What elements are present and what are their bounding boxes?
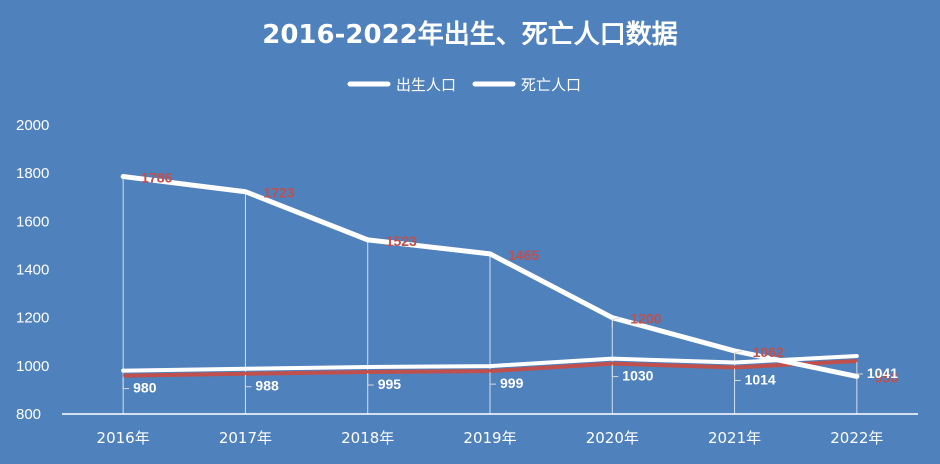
- y-tick-label: 1400: [16, 262, 49, 279]
- data-label-deaths: 1030: [622, 368, 653, 384]
- leader-line: [367, 373, 374, 386]
- y-tick-label: 1200: [16, 310, 49, 327]
- chart-title: 2016-2022年出生、死亡人口数据: [262, 20, 678, 50]
- data-label-births: 1786: [141, 170, 172, 186]
- leader-line: [734, 350, 743, 361]
- series-line-births: [120, 174, 860, 379]
- data-label-births: 1523: [386, 233, 417, 249]
- x-tick-label: 2021年: [708, 429, 761, 447]
- data-label-deaths: 1014: [745, 371, 776, 387]
- data-label-deaths: 980: [133, 380, 157, 396]
- data-label-deaths: 995: [378, 376, 402, 392]
- x-tick-labels: 2016年 2017年 2018年 2019年 2020年 2021年 2022年: [97, 429, 884, 447]
- x-tick-label: 2022年: [830, 429, 883, 447]
- leader-line: [244, 374, 252, 388]
- data-label-births: 1723: [263, 185, 294, 201]
- series-lines: [120, 174, 860, 379]
- data-label-deaths: 999: [500, 375, 524, 391]
- y-tick-label: 1800: [16, 165, 49, 182]
- leader-line: [611, 317, 621, 328]
- y-tick-labels: 800 1000 1200 1400 1600 1800 2000: [16, 117, 49, 423]
- leader-line: [734, 368, 741, 381]
- series-line-deaths: [121, 353, 859, 373]
- x-tick-label: 2020年: [586, 429, 639, 447]
- leader-line: [489, 372, 496, 385]
- data-label-births: 1200: [630, 311, 661, 327]
- x-tick-label: 2016年: [97, 429, 150, 447]
- y-tick-label: 1000: [16, 358, 49, 375]
- data-label-births: 1062: [753, 344, 784, 360]
- data-label-deaths: 1041: [867, 365, 898, 381]
- legend-label-births: 出生人口: [396, 76, 456, 94]
- x-tick-label: 2017年: [219, 429, 272, 447]
- data-labels: 1786 1723 1523 1465 1200 1062 956 980 988 995 999 1…: [122, 170, 899, 396]
- leader-line: [611, 364, 619, 378]
- x-tick-label: 2018年: [341, 429, 394, 447]
- data-label-deaths: 988: [255, 378, 279, 394]
- x-tick-label: 2019年: [463, 429, 516, 447]
- leader-line: [856, 361, 863, 375]
- legend-label-deaths: 死亡人口: [521, 76, 581, 94]
- y-tick-label: 2000: [16, 117, 49, 134]
- y-tick-label: 800: [16, 406, 41, 423]
- data-label-births: 956: [875, 369, 899, 385]
- data-label-births: 1465: [508, 247, 539, 263]
- y-tick-label: 1600: [16, 213, 49, 230]
- leader-line: [122, 376, 130, 390]
- series-line-deaths-shadow: [123, 358, 857, 378]
- legend: 出生人口 死亡人口: [347, 76, 581, 94]
